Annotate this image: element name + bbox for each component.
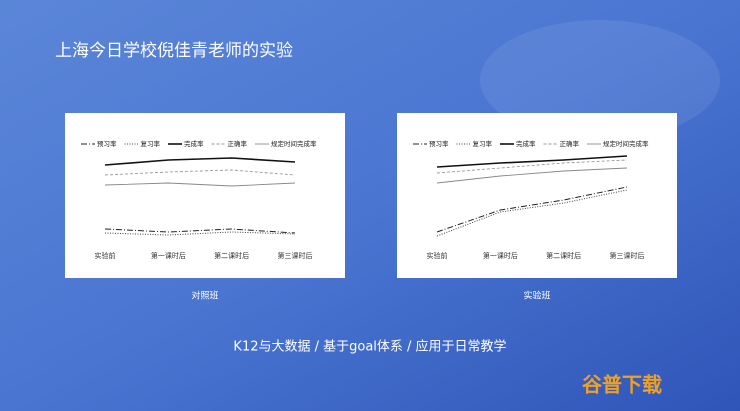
x-tick-label: 第一课时后 <box>483 251 518 260</box>
legend-label: 预习率 <box>429 139 449 148</box>
legend-label: 正确率 <box>560 139 580 148</box>
x-tick-label: 第三课时后 <box>610 251 645 260</box>
x-tick-label: 第二课时后 <box>546 251 581 260</box>
series-line <box>104 231 296 236</box>
slide-title: 上海今日学校倪佳青老师的实验 <box>55 41 293 61</box>
legend-label: 正确率 <box>228 139 248 148</box>
series-line <box>436 155 628 168</box>
series-line <box>436 167 628 184</box>
legend-label: 完成率 <box>516 139 536 148</box>
x-tick-label: 实验前 <box>427 251 448 260</box>
series-line <box>104 157 296 166</box>
x-tick-label: 第一课时后 <box>151 251 186 260</box>
legend-label: 规定时间完成率 <box>271 139 317 148</box>
series-line <box>104 228 296 234</box>
series-line <box>104 182 296 187</box>
legend-label: 规定时间完成率 <box>603 139 649 148</box>
x-tick-label: 第二课时后 <box>214 251 249 260</box>
legend-label: 复习率 <box>141 139 161 148</box>
background-glow <box>480 20 720 140</box>
legend-label: 复习率 <box>473 139 493 148</box>
watermark: 谷普下载 <box>582 373 662 397</box>
x-tick-label: 第三课时后 <box>278 251 313 260</box>
legend-label: 预习率 <box>97 139 117 148</box>
x-tick-label: 实验前 <box>95 251 116 260</box>
series-line <box>104 169 296 176</box>
chart-caption: 对照班 <box>191 290 218 302</box>
legend-label: 完成率 <box>184 139 204 148</box>
chart-panel <box>397 113 677 278</box>
footer: K12与大数据 / 基于goal体系 / 应用于日常教学 <box>233 339 506 355</box>
chart-panel <box>65 113 345 278</box>
series-line <box>436 159 628 174</box>
chart-caption: 实验班 <box>523 290 550 302</box>
series-line <box>436 186 628 233</box>
